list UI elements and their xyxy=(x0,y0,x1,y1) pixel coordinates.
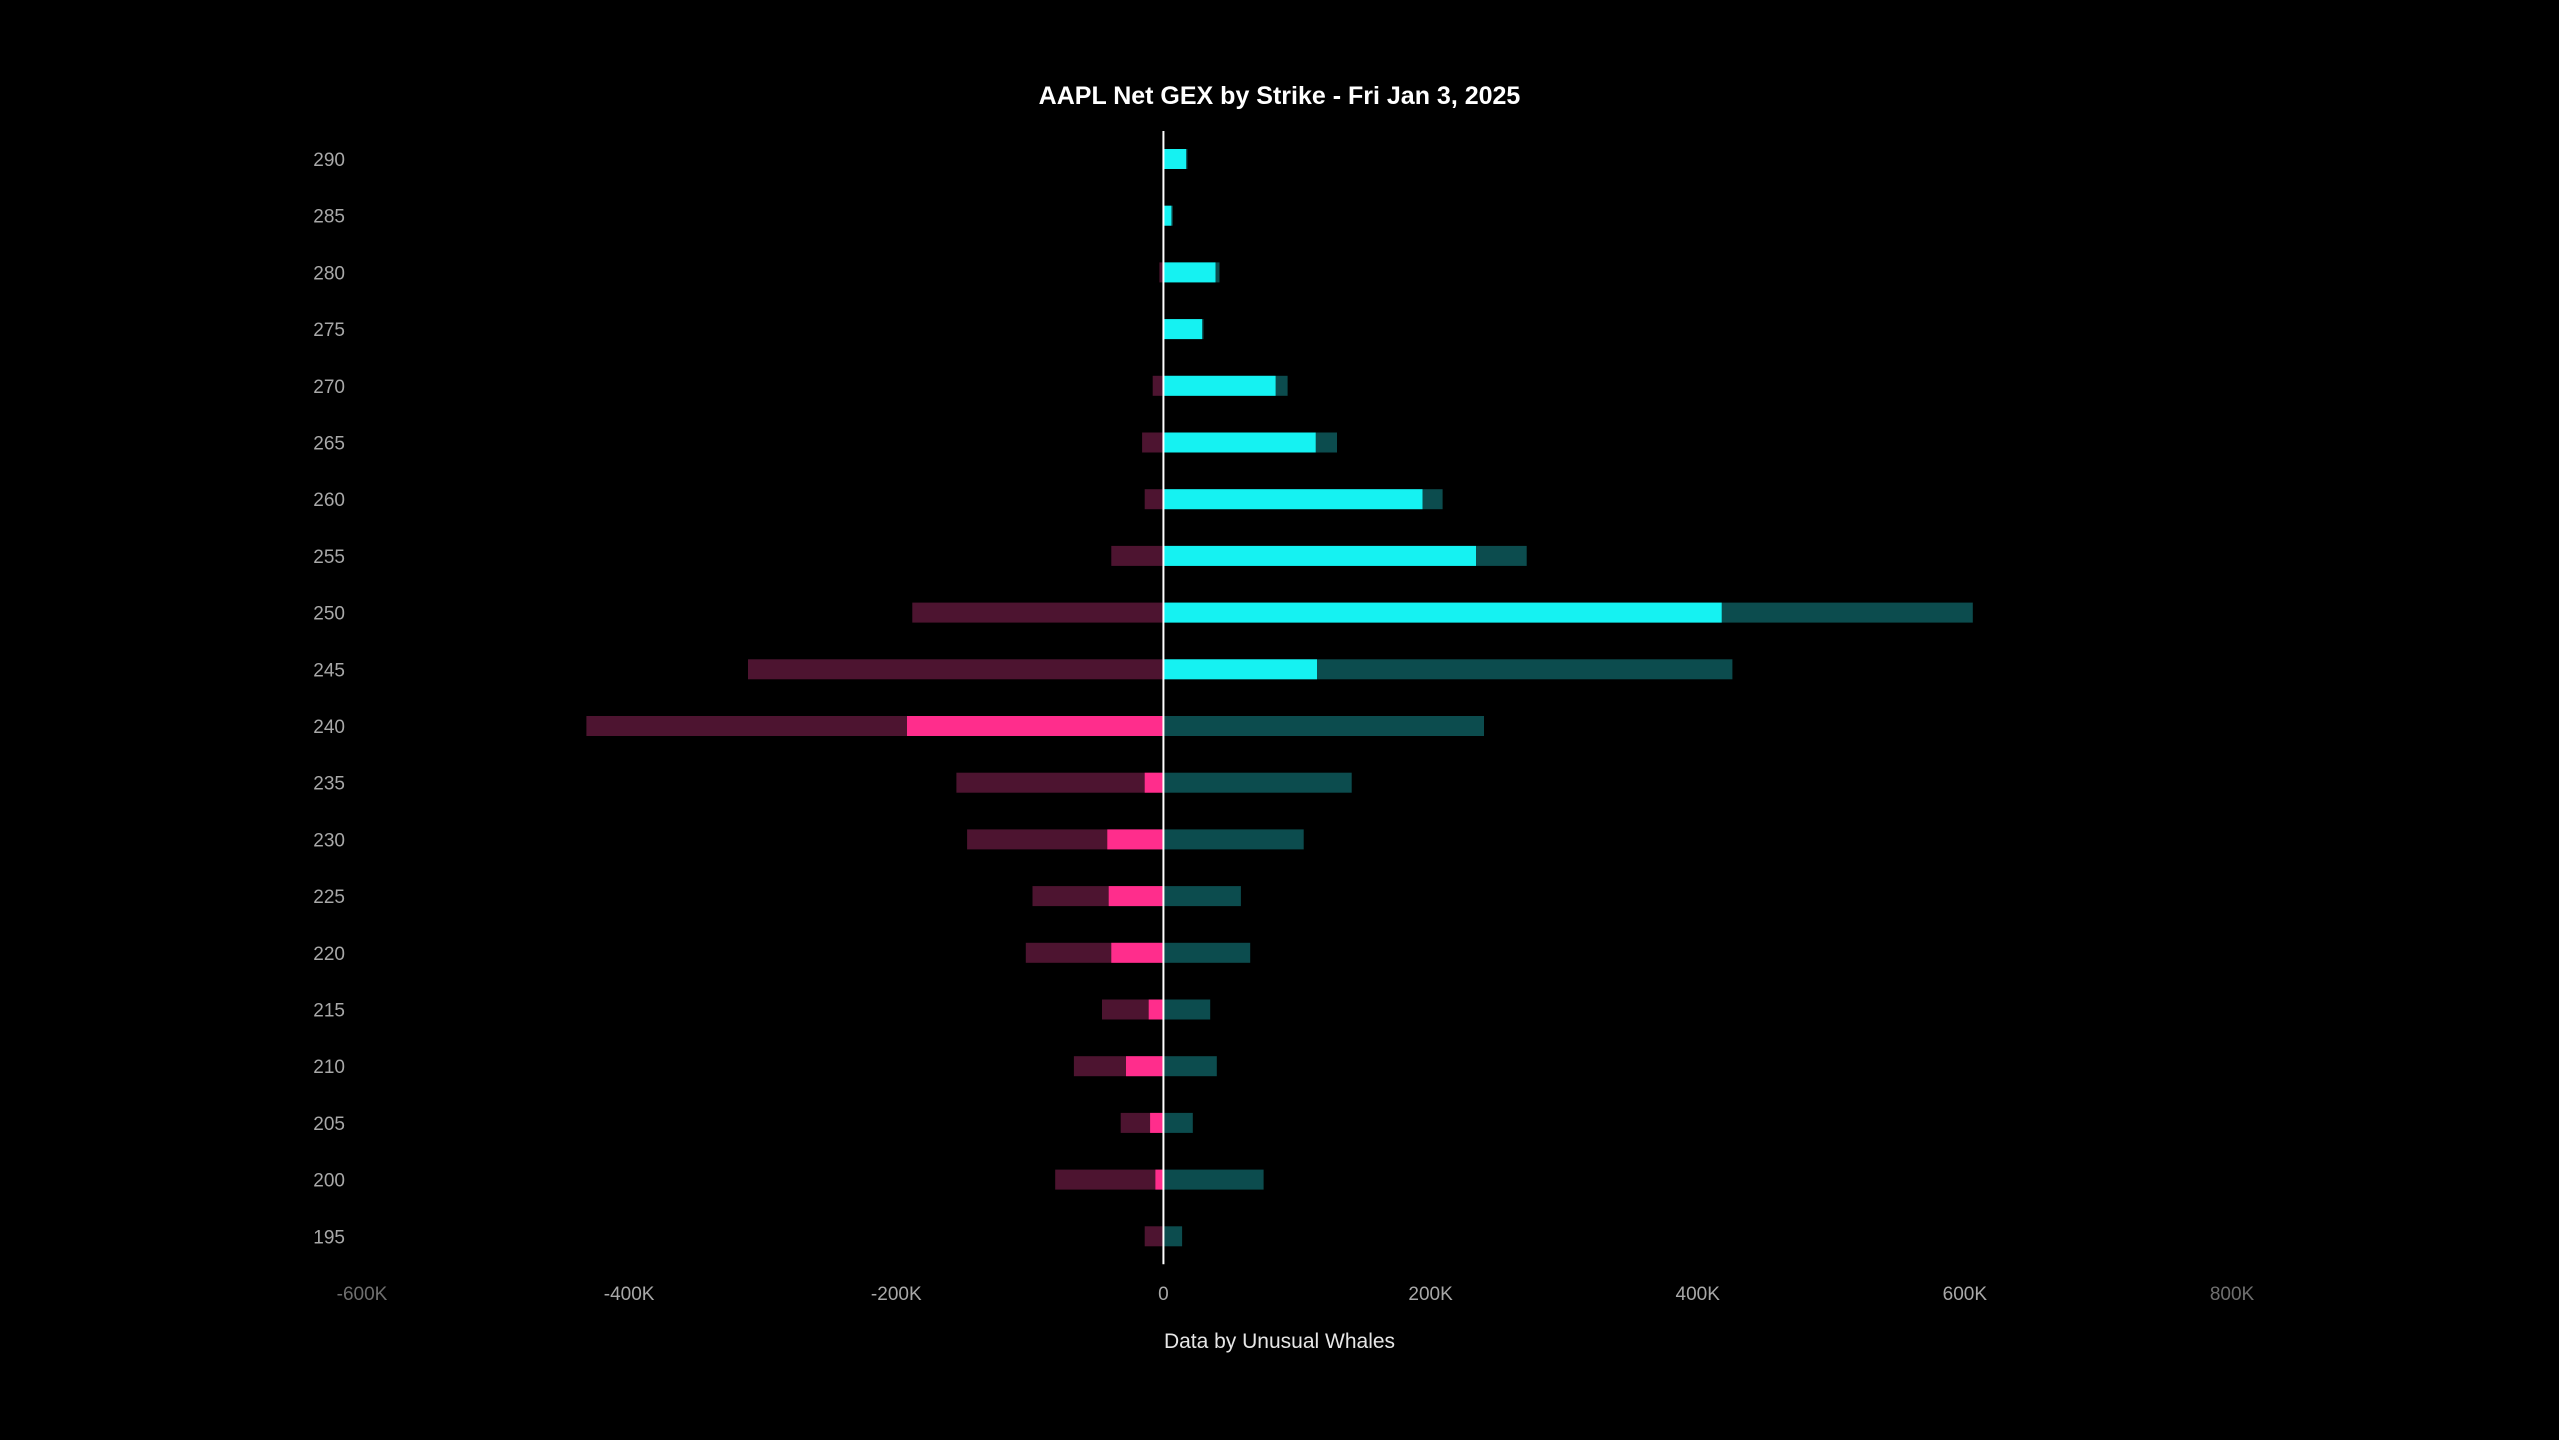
bar-put-net-235 xyxy=(1144,772,1164,793)
bar-put-net-220 xyxy=(1111,942,1164,963)
y-tick-label-260: 260 xyxy=(313,490,345,511)
y-tick-label-285: 285 xyxy=(313,207,345,228)
bar-call-net-290 xyxy=(1163,149,1187,169)
bar-put-net-210 xyxy=(1126,1056,1164,1077)
bar-call-total-210 xyxy=(1163,1056,1217,1077)
x-axis-ticks: -600K -400K -200K 0 200K 400K 600K 800K xyxy=(337,1284,2255,1305)
bar-put-net-205 xyxy=(1150,1112,1164,1133)
bar-put-net-230 xyxy=(1107,829,1164,850)
bar-call-net-265 xyxy=(1163,432,1316,453)
y-axis-ticks: 290 285 280 275 270 265 260 255 250 245 240 235 230 2… xyxy=(313,150,345,1248)
bar-call-net-275 xyxy=(1163,319,1203,340)
bar-call-total-220 xyxy=(1163,942,1251,963)
bar-call-total-195 xyxy=(1163,1226,1183,1247)
bar-put-net-215 xyxy=(1148,999,1164,1020)
data-credit: Data by Unusual Whales xyxy=(1163,1330,1396,1353)
bar-put-total-265 xyxy=(1142,432,1164,453)
bar-put-net-200 xyxy=(1155,1169,1164,1190)
y-tick-label-195: 195 xyxy=(313,1227,345,1248)
bar-call-net-280 xyxy=(1163,262,1216,283)
bar-call-total-230 xyxy=(1163,829,1304,850)
bar-call-net-255 xyxy=(1163,545,1476,566)
bar-call-total-200 xyxy=(1163,1169,1264,1190)
bar-call-total-225 xyxy=(1163,886,1241,907)
bar-put-net-240 xyxy=(907,716,1164,736)
y-tick-label-210: 210 xyxy=(313,1057,345,1078)
bar-put-total-270 xyxy=(1152,375,1164,396)
bar-call-total-240 xyxy=(1163,716,1484,736)
x-tick-label: 200K xyxy=(1408,1284,1453,1305)
bar-call-net-250 xyxy=(1163,602,1722,623)
bar-put-total-235 xyxy=(956,772,1164,793)
y-tick-label-290: 290 xyxy=(313,150,345,171)
x-tick-label: -400K xyxy=(604,1284,655,1305)
chart-title: AAPL Net GEX by Strike - Fri Jan 3, 2025 xyxy=(1038,82,1521,110)
y-tick-label-230: 230 xyxy=(313,830,345,851)
y-tick-label-215: 215 xyxy=(313,1001,345,1022)
y-tick-label-235: 235 xyxy=(313,774,345,795)
bar-put-total-250 xyxy=(912,602,1164,623)
y-tick-label-250: 250 xyxy=(313,604,345,625)
bar-call-total-235 xyxy=(1163,772,1352,793)
bar-put-net-225 xyxy=(1108,886,1164,907)
bar-put-total-260 xyxy=(1144,489,1164,510)
bar-call-net-285 xyxy=(1163,205,1172,226)
x-tick-label: -200K xyxy=(871,1284,922,1305)
x-tick-label: 800K xyxy=(2210,1284,2255,1305)
y-tick-label-200: 200 xyxy=(313,1171,345,1192)
bar-put-total-200 xyxy=(1055,1169,1164,1190)
y-tick-label-220: 220 xyxy=(313,944,345,965)
bar-put-total-195 xyxy=(1144,1226,1164,1247)
y-tick-label-205: 205 xyxy=(313,1114,345,1135)
bar-call-net-260 xyxy=(1163,489,1423,510)
bar-call-net-270 xyxy=(1163,375,1276,396)
bar-put-total-245 xyxy=(748,659,1164,680)
bar-call-total-215 xyxy=(1163,999,1211,1020)
x-tick-label: -600K xyxy=(337,1284,388,1305)
y-tick-label-275: 275 xyxy=(313,320,345,341)
y-tick-label-240: 240 xyxy=(313,717,345,738)
bar-put-total-215 xyxy=(1102,999,1164,1020)
bar-call-total-205 xyxy=(1163,1112,1193,1133)
bar-layer xyxy=(586,149,1973,1247)
y-tick-label-280: 280 xyxy=(313,263,345,284)
x-tick-label: 0 xyxy=(1158,1284,1169,1305)
y-tick-label-245: 245 xyxy=(313,660,345,681)
y-tick-label-265: 265 xyxy=(313,434,345,455)
bar-put-total-255 xyxy=(1111,545,1164,566)
x-tick-label: 400K xyxy=(1676,1284,1721,1305)
x-tick-label: 600K xyxy=(1943,1284,1988,1305)
bar-put-total-280 xyxy=(1159,262,1164,283)
bar-call-net-245 xyxy=(1163,659,1317,680)
y-tick-label-270: 270 xyxy=(313,377,345,398)
y-tick-label-255: 255 xyxy=(313,547,345,568)
y-tick-label-225: 225 xyxy=(313,887,345,908)
